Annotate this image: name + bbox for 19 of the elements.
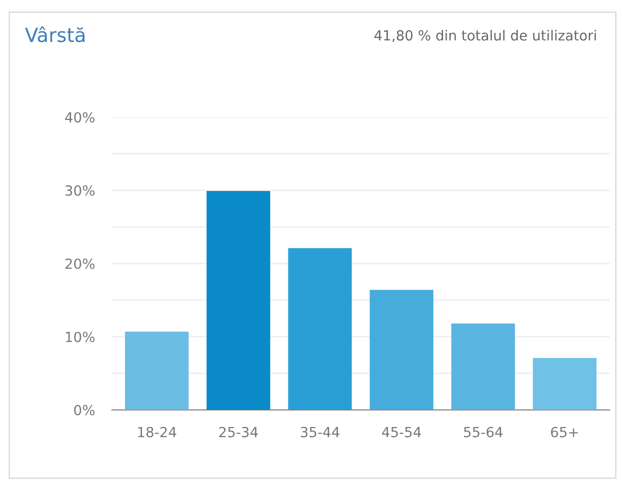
x-tick-label: 65+: [551, 426, 578, 438]
y-tick-label: 0%: [74, 404, 95, 416]
bar: [451, 324, 515, 410]
y-tick-label: 40%: [65, 112, 95, 123]
bar: [532, 358, 597, 410]
x-tick-label: 35-44: [300, 426, 340, 438]
bar: [288, 248, 352, 410]
bar: [125, 332, 189, 410]
y-tick-label: 20%: [65, 258, 95, 269]
chart-title: Vârstă: [25, 26, 84, 42]
y-tick-label: 30%: [65, 185, 95, 196]
bar: [370, 290, 434, 410]
x-tick-label: 55-64: [464, 426, 503, 438]
x-tick-label: 45-54: [382, 427, 421, 438]
x-tick-label: 18-24: [138, 426, 176, 438]
x-tick-label: 25-34: [219, 426, 258, 438]
y-tick-label: 10%: [66, 332, 95, 342]
bar: [206, 191, 270, 410]
text: 41,80 % din totalul de utilizatori: [374, 30, 596, 42]
